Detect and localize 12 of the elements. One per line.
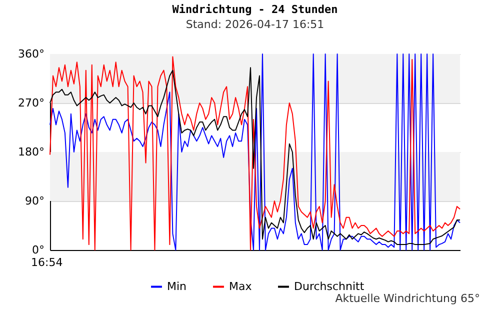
legend-label: Max bbox=[229, 280, 252, 293]
y-tick-label: 270° bbox=[18, 96, 44, 110]
legend-label: Durchschnitt bbox=[294, 280, 365, 293]
chart-title: Windrichtung - 24 Stunden bbox=[172, 3, 338, 16]
y-tick-label: 90° bbox=[25, 194, 44, 208]
y-tick-label: 0° bbox=[32, 244, 44, 256]
text: 16:54 bbox=[31, 256, 63, 269]
text: Aktuelle Windrichtung 65° bbox=[335, 292, 480, 305]
y-tick-label: 360° bbox=[18, 48, 44, 60]
legend-label: Min bbox=[167, 280, 187, 293]
chart-subtitle: Stand: 2026-04-17 16:51 bbox=[186, 18, 324, 31]
y-tick-label: 180° bbox=[18, 146, 44, 158]
